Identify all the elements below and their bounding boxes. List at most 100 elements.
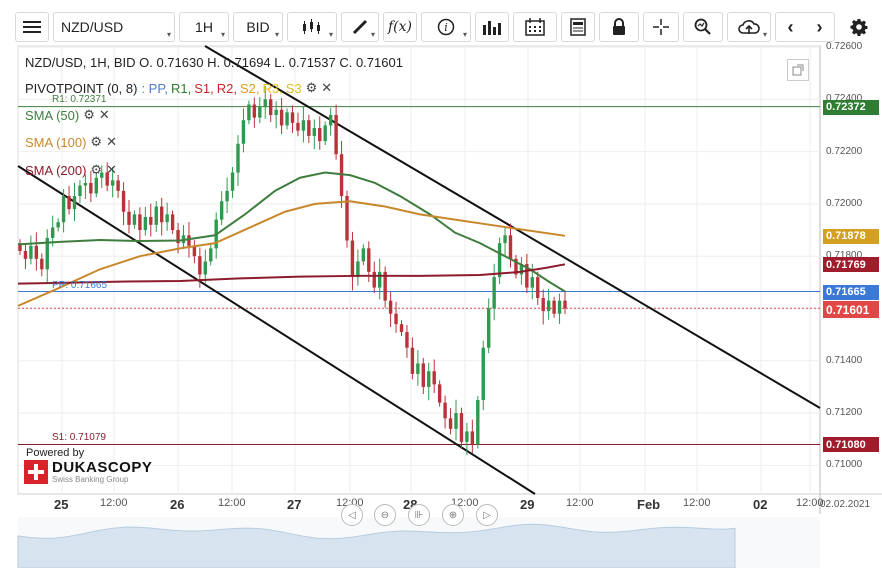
candle-body: [138, 214, 142, 231]
chevron-left-icon[interactable]: ‹: [787, 16, 794, 37]
r1-level-label: R1: 0.72371: [52, 93, 107, 105]
candle-body: [541, 298, 545, 312]
price-label: 0.71665: [823, 284, 879, 300]
pivot-name: PIVOTPOINT (0, 8): [25, 80, 138, 96]
gear-icon[interactable]: ⚙: [305, 80, 318, 95]
y-tick-label: 0.71400: [826, 354, 863, 366]
gear-icon[interactable]: ⚙: [90, 162, 103, 177]
candle-body: [312, 128, 316, 136]
scroll-left-button[interactable]: ◁: [341, 504, 363, 526]
close-icon[interactable]: ✕: [106, 134, 117, 149]
bar-chart-button[interactable]: [475, 12, 509, 42]
info-button[interactable]: i ▾: [421, 12, 471, 42]
x-tick-label: 12:00: [796, 497, 824, 509]
candle-body: [56, 222, 60, 228]
menu-icon[interactable]: [15, 12, 49, 42]
y-tick-label: 0.71800: [826, 250, 863, 262]
close-icon[interactable]: ✕: [98, 107, 110, 122]
sma100-label: SMA (100): [25, 134, 87, 150]
candle-body: [121, 190, 126, 212]
candle-body: [492, 277, 496, 309]
candle-body: [563, 300, 567, 309]
candle-body: [236, 143, 240, 173]
candles: [18, 85, 567, 456]
candle-body: [296, 122, 300, 131]
cloud-button[interactable]: ▾: [727, 12, 771, 42]
candle-body: [100, 172, 104, 178]
candle-body: [307, 120, 311, 136]
x-tick-label: 26: [170, 497, 185, 512]
candle-body: [497, 243, 502, 278]
candle-body: [247, 104, 251, 121]
fit-button[interactable]: ⊪: [408, 504, 430, 526]
candle-body: [503, 235, 507, 244]
candle-body: [372, 271, 376, 288]
price-label: 0.71878: [823, 228, 879, 244]
timeframe-select[interactable]: 1H ▾: [179, 12, 229, 42]
sma100-legend: SMA (100) ⚙ ✕: [25, 134, 117, 150]
settings-button[interactable]: [842, 12, 876, 42]
candle-body: [83, 182, 88, 186]
candle-body: [143, 216, 148, 231]
chevron-left-icon: ◁: [348, 509, 356, 521]
calendar-button[interactable]: [513, 12, 557, 42]
close-icon[interactable]: ✕: [106, 162, 117, 177]
y-tick-label: 0.72000: [826, 197, 863, 209]
candle-body: [203, 261, 207, 275]
candle-body: [487, 308, 491, 348]
report-button[interactable]: [561, 12, 595, 42]
ohlc-legend: NZD/USD, 1H, BID O. 0.71630 H. 0.71694 L…: [25, 55, 403, 70]
candle-body: [546, 300, 551, 312]
symbol-select[interactable]: NZD/USD ▾: [53, 12, 175, 42]
candle-body: [328, 114, 333, 126]
draw-tool-button[interactable]: ▾: [341, 12, 379, 42]
candle-body: [301, 120, 306, 131]
candle-body: [219, 201, 224, 220]
candle-body: [323, 125, 327, 142]
y-tick-label: 0.72400: [826, 93, 862, 104]
candle-body: [465, 431, 469, 442]
y-tick-label: 0.71200: [826, 407, 863, 419]
chart-area[interactable]: NZD/USD, 1H, BID O. 0.71630 H. 0.71694 L…: [0, 41, 882, 568]
x-end-label: 02.02.2021: [820, 499, 871, 510]
candle-body: [78, 185, 82, 197]
popout-button[interactable]: [787, 59, 809, 81]
trendlines[interactable]: [17, 45, 821, 495]
candle-body: [525, 264, 529, 288]
gear-icon[interactable]: ⚙: [83, 107, 95, 122]
plot-frame: [17, 45, 821, 495]
gear-icon: [850, 19, 868, 36]
gear-icon[interactable]: ⚙: [90, 134, 103, 149]
candle-body: [279, 109, 284, 126]
candle-body: [318, 128, 322, 142]
candle-body: [459, 413, 464, 442]
zoom-icon: [694, 18, 711, 35]
candle-body: [367, 248, 371, 272]
chart-type-button[interactable]: ▾: [287, 12, 337, 42]
price-type-select[interactable]: BID ▾: [233, 12, 283, 42]
candle-body: [378, 271, 382, 288]
lock-button[interactable]: [599, 12, 639, 42]
timeframe-label: 1H: [195, 19, 213, 35]
price-label: 0.71769: [823, 257, 879, 273]
close-icon[interactable]: ✕: [321, 80, 333, 95]
pivot-series-label: S2,: [239, 80, 260, 96]
sma100-line: [17, 200, 566, 307]
candle-body: [508, 235, 513, 259]
candle-body: [165, 214, 169, 223]
chevron-right-icon[interactable]: ›: [816, 16, 823, 37]
popout-icon: [792, 64, 804, 76]
crosshair-button[interactable]: [643, 12, 679, 42]
zoom-in-button[interactable]: ⊕: [442, 504, 464, 526]
zoom-button[interactable]: [683, 12, 723, 42]
chart-canvas[interactable]: [0, 44, 882, 568]
indicators-button[interactable]: f(x): [383, 12, 417, 42]
candle-body: [394, 313, 398, 325]
pivot-series-label: S1,: [194, 80, 214, 96]
candle-body: [67, 196, 71, 210]
sma50-line: [17, 171, 566, 293]
candle-body: [170, 214, 175, 231]
candle-body: [274, 109, 278, 115]
scroll-right-button[interactable]: ▷: [476, 504, 498, 526]
zoom-out-button[interactable]: ⊖: [374, 504, 396, 526]
